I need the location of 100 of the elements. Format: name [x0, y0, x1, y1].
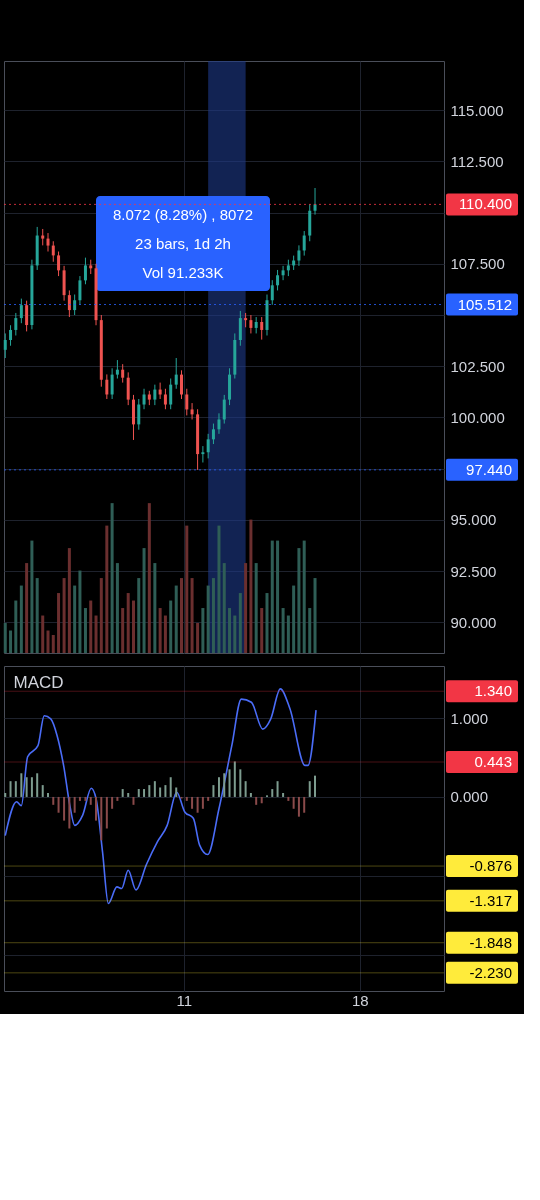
bar	[52, 796, 55, 805]
ref-line-label: 105.512	[457, 295, 512, 313]
ref-line-label: 110.400	[458, 195, 512, 213]
bar	[191, 796, 194, 809]
bar	[143, 789, 146, 797]
candlestick	[57, 251, 61, 277]
candlestick	[238, 310, 242, 347]
candlestick	[163, 388, 167, 410]
bar	[3, 623, 7, 653]
candlestick	[217, 412, 221, 435]
bar	[4, 793, 7, 797]
bar	[239, 769, 242, 797]
bar	[127, 793, 130, 797]
bar	[238, 593, 242, 653]
candlestick	[180, 369, 184, 400]
ref-line-label: -0.876	[469, 857, 512, 875]
bar	[121, 608, 125, 653]
bar	[254, 563, 258, 653]
bar	[126, 593, 130, 653]
candlestick	[19, 298, 23, 324]
bar	[164, 785, 167, 797]
y-tick-label: 115.000	[450, 101, 504, 119]
candlestick	[142, 388, 146, 410]
bar	[73, 796, 76, 813]
bar	[99, 578, 103, 653]
ref-line-label: 1.340	[474, 682, 512, 700]
candlestick	[121, 363, 125, 384]
candlestick	[313, 187, 317, 216]
bar	[212, 785, 215, 797]
bar	[244, 563, 248, 653]
candlestick	[14, 312, 18, 336]
bar	[313, 578, 317, 653]
bar	[63, 796, 66, 821]
bar	[211, 578, 215, 653]
bar	[25, 563, 29, 653]
bar	[19, 585, 23, 653]
candlestick	[3, 332, 7, 359]
chart-title: MACD	[13, 673, 64, 692]
bar	[83, 608, 87, 653]
bar	[95, 796, 98, 821]
ref-line-label: -2.230	[469, 963, 512, 981]
bar	[163, 615, 167, 653]
bar	[9, 781, 12, 797]
ref-line-label: -1.848	[469, 933, 512, 951]
bar	[89, 796, 92, 805]
y-tick-label: 95.000	[450, 511, 497, 529]
bar	[206, 585, 210, 653]
bar	[308, 608, 312, 653]
bar	[271, 789, 274, 797]
bar	[115, 563, 119, 653]
candlestick	[169, 378, 173, 410]
bar	[196, 623, 200, 653]
bar	[105, 525, 109, 653]
bar	[175, 787, 178, 797]
bar	[46, 630, 50, 653]
bar	[35, 578, 39, 653]
bar	[147, 503, 151, 653]
bar	[292, 585, 296, 653]
candlestick	[115, 359, 119, 380]
bar	[41, 785, 44, 797]
bar	[260, 796, 263, 804]
bar	[78, 796, 81, 801]
bar	[287, 796, 290, 801]
bar	[94, 615, 98, 653]
bar	[217, 777, 220, 797]
bar	[153, 781, 156, 797]
candlestick	[9, 324, 13, 347]
bar	[223, 773, 226, 797]
bar	[89, 600, 93, 653]
candlestick	[46, 232, 50, 253]
candlestick	[153, 384, 157, 406]
bar	[228, 608, 232, 653]
bar	[185, 796, 188, 801]
bar	[190, 578, 194, 653]
bar	[158, 608, 162, 653]
bar	[41, 615, 45, 653]
bar	[47, 793, 49, 797]
bar	[57, 796, 60, 813]
bar	[142, 548, 146, 653]
bar	[62, 578, 66, 653]
bar	[201, 608, 205, 653]
bar	[276, 781, 279, 797]
bar	[249, 519, 253, 653]
line-series	[4, 688, 317, 905]
y-tick-label: 92.500	[450, 562, 497, 580]
candlestick	[126, 371, 130, 406]
bar	[222, 563, 226, 653]
x-tick-label: 11	[176, 991, 193, 1009]
bar	[159, 787, 162, 797]
bar	[174, 585, 178, 653]
candlestick	[276, 269, 280, 291]
annotation: 8.072 (8.28%) , 8072	[112, 206, 254, 223]
bar	[201, 796, 204, 809]
bar	[270, 540, 274, 653]
candlestick	[297, 244, 301, 267]
bar	[169, 777, 172, 797]
bar	[110, 503, 114, 653]
bar	[36, 773, 39, 797]
bar	[132, 796, 135, 805]
bar	[255, 796, 258, 805]
